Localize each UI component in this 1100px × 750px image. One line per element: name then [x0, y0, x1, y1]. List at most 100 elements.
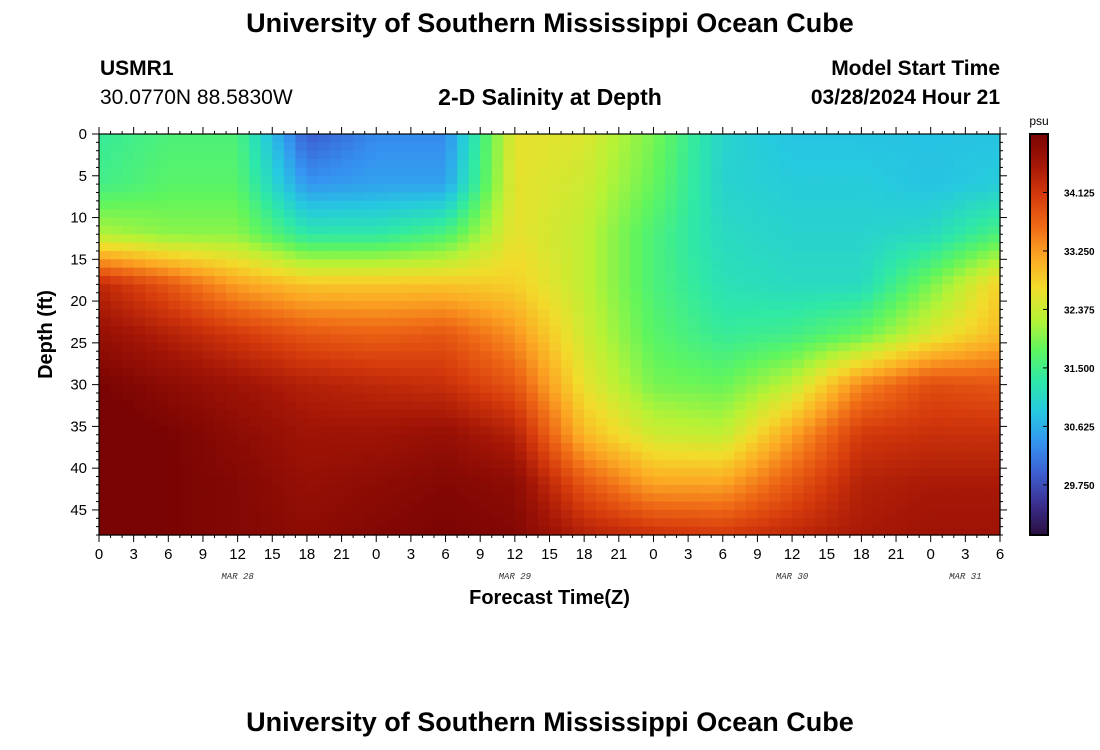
- heatmap-cell: [202, 159, 216, 169]
- heatmap-cell: [595, 476, 608, 486]
- heatmap-cell: [214, 259, 227, 269]
- heatmap-cell: [988, 267, 1001, 277]
- heatmap-cell: [457, 376, 470, 386]
- heatmap-cell: [353, 301, 366, 311]
- heatmap-cell: [584, 317, 597, 327]
- heatmap-cell: [110, 250, 123, 260]
- heatmap-cell: [884, 292, 897, 302]
- heatmap-cell: [896, 159, 909, 169]
- heatmap-cell: [376, 134, 389, 143]
- heatmap-cell: [780, 468, 793, 478]
- heatmap-cell: [422, 451, 435, 461]
- heatmap-cell: [896, 134, 909, 143]
- heatmap-cell: [734, 284, 747, 294]
- heatmap-cell: [757, 267, 770, 277]
- heatmap-cell: [480, 476, 493, 486]
- heatmap-cell: [561, 359, 574, 369]
- heatmap-cell: [849, 392, 862, 402]
- heatmap-cell: [826, 326, 839, 336]
- heatmap-cell: [179, 384, 193, 394]
- heatmap-cell: [584, 267, 597, 277]
- heatmap-cell: [260, 342, 273, 352]
- heatmap-cell: [272, 167, 285, 177]
- heatmap-cell: [249, 518, 262, 528]
- heatmap-cell: [330, 217, 343, 227]
- heatmap-cell: [364, 384, 377, 394]
- heatmap-cell: [237, 301, 250, 311]
- heatmap-cell: [537, 192, 551, 202]
- heatmap-cell: [364, 175, 377, 185]
- heatmap-cell: [526, 493, 539, 503]
- x-tick-label: 12: [229, 546, 246, 563]
- heatmap-cell: [792, 267, 805, 277]
- heatmap-cell: [110, 384, 123, 394]
- heatmap-cell: [653, 401, 666, 411]
- heatmap-cell: [168, 376, 181, 386]
- heatmap-cell: [815, 451, 828, 461]
- heatmap-cell: [156, 509, 169, 519]
- heatmap-cell: [445, 192, 458, 202]
- heatmap-cell: [260, 184, 273, 194]
- heatmap-cell: [295, 150, 308, 160]
- heatmap-cell: [249, 192, 262, 202]
- heatmap-cell: [988, 234, 1001, 244]
- heatmap-cell: [711, 225, 724, 235]
- heatmap-cell: [283, 326, 296, 336]
- heatmap-cell: [226, 267, 239, 277]
- heatmap-cell: [768, 175, 782, 185]
- heatmap-cell: [514, 367, 527, 377]
- heatmap-cell: [491, 459, 504, 469]
- heatmap-cell: [179, 292, 193, 302]
- heatmap-cell: [953, 326, 966, 336]
- heatmap-cell: [942, 209, 955, 219]
- heatmap-cell: [156, 392, 169, 402]
- heatmap-cell: [572, 334, 585, 344]
- heatmap-cell: [792, 134, 805, 143]
- heatmap-cell: [722, 468, 735, 478]
- heatmap-cell: [699, 351, 712, 361]
- heatmap-cell: [711, 200, 724, 210]
- heatmap-cell: [653, 493, 666, 503]
- heatmap-cell: [214, 326, 227, 336]
- heatmap-cell: [295, 526, 308, 536]
- heatmap-cell: [202, 409, 216, 419]
- heatmap-cell: [930, 459, 943, 469]
- heatmap-cell: [780, 443, 793, 453]
- heatmap-cell: [526, 418, 539, 427]
- heatmap-cell: [364, 284, 377, 294]
- heatmap-cell: [99, 175, 112, 185]
- heatmap-cell: [976, 242, 990, 252]
- heatmap-cell: [872, 209, 886, 219]
- heatmap-cell: [861, 225, 874, 235]
- heatmap-cell: [584, 459, 597, 469]
- heatmap-cell: [168, 351, 181, 361]
- heatmap-cell: [353, 501, 366, 511]
- heatmap-cell: [526, 134, 539, 143]
- heatmap-cell: [872, 225, 886, 235]
- heatmap-cell: [896, 309, 909, 319]
- heatmap-cell: [792, 351, 805, 361]
- heatmap-cell: [584, 392, 597, 402]
- heatmap-cell: [318, 150, 331, 160]
- heatmap-cell: [942, 159, 955, 169]
- heatmap-cell: [353, 267, 366, 277]
- heatmap-cell: [306, 309, 320, 319]
- heatmap-cell: [780, 276, 793, 285]
- heatmap-cell: [457, 509, 470, 519]
- heatmap-cell: [260, 509, 273, 519]
- heatmap-cell: [422, 142, 435, 152]
- heatmap-cell: [110, 309, 123, 319]
- heatmap-cell: [249, 217, 262, 227]
- heatmap-cell: [722, 409, 735, 419]
- heatmap-cell: [584, 509, 597, 519]
- heatmap-cell: [179, 276, 193, 285]
- heatmap-cell: [480, 242, 493, 252]
- heatmap-cell: [514, 418, 527, 427]
- heatmap-cell: [861, 234, 874, 244]
- heatmap-cell: [988, 334, 1001, 344]
- heatmap-cell: [676, 509, 689, 519]
- heatmap-cell: [942, 167, 955, 177]
- heatmap-cell: [376, 359, 389, 369]
- heatmap-cell: [364, 342, 377, 352]
- heatmap-cell: [249, 468, 262, 478]
